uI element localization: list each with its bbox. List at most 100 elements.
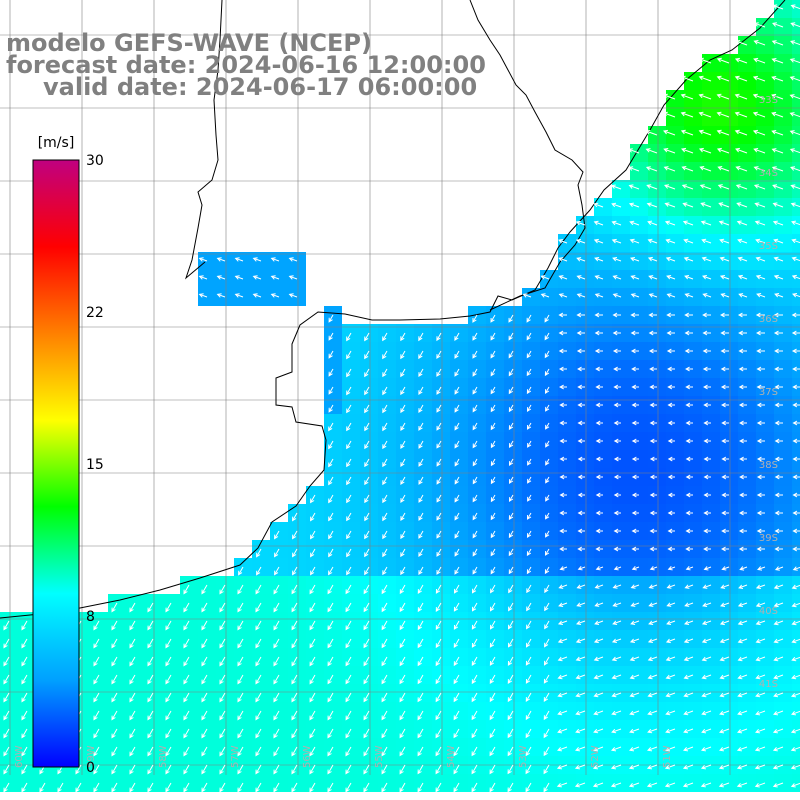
wind-arrow [738,546,747,552]
wind-arrow [417,746,424,757]
wind-arrow [631,510,639,516]
wind-arrow [701,746,712,752]
wind-arrow [773,274,784,280]
wind-arrow [3,764,10,775]
wind-arrow [309,656,316,667]
wind-arrow [703,402,711,408]
wind-arrow [756,510,765,516]
wind-arrow [667,492,675,498]
wind-arrow [773,710,784,716]
wind-arrow [559,420,567,426]
wind-arrow [111,692,118,703]
wind-arrow [327,746,334,757]
wind-arrow [774,456,783,462]
wind-arrow [577,420,585,426]
wind-arrow [698,93,712,100]
wind-arrow [756,330,765,336]
wind-arrow [685,384,693,390]
wind-arrow [111,638,118,649]
wind-arrow [417,584,424,595]
wind-cell [792,666,800,684]
wind-arrow [720,602,730,607]
wind-arrow [612,275,622,280]
wind-arrow [666,293,676,298]
wind-arrow [665,746,676,752]
wind-arrow [613,438,621,444]
wind-arrow [774,528,783,534]
wind-arrow [630,275,640,280]
wind-arrow [543,782,550,793]
wind-arrow [328,494,334,504]
wind-arrow [628,764,640,770]
wind-arrow [558,312,567,318]
wind-arrow [630,602,640,607]
wind-arrow [309,602,316,613]
wind-arrow [381,584,388,595]
wind-arrow [612,293,622,298]
wind-arrow [685,456,693,462]
wind-arrow [631,546,639,552]
wind-arrow [363,638,370,649]
wind-arrow [507,674,514,684]
wind-arrow [381,620,388,631]
wind-arrow [364,512,370,522]
wind-arrow [631,366,639,372]
wind-arrow [363,692,370,703]
wind-arrow [381,602,388,613]
wind-arrow [472,386,478,395]
wind-arrow [628,202,640,208]
wind-arrow [699,184,712,190]
wind-arrow [327,710,334,721]
wind-arrow [753,166,766,172]
wind-arrow [21,638,28,649]
wind-arrow [21,692,28,703]
wind-arrow [345,782,352,793]
wind-arrow [718,764,730,770]
wind-arrow [595,492,603,498]
wind-arrow [471,782,478,793]
wind-arrow [309,782,316,793]
wind-arrow [436,404,442,413]
wind-arrow [490,566,496,575]
lon-label: 58W [158,745,169,768]
wind-arrow [665,674,676,680]
wind-arrow [435,782,442,793]
wind-arrow [525,746,532,757]
wind-arrow [771,111,784,118]
wind-arrow [327,764,334,775]
wind-arrow [508,584,514,594]
wind-arrow [526,584,532,594]
wind-arrow [703,384,711,390]
wind-arrow [508,512,514,521]
wind-arrow [545,422,550,430]
wind-arrow [147,728,154,739]
wind-arrow [738,330,747,336]
wind-arrow [755,656,766,662]
wind-arrow [721,566,730,571]
wind-arrow [576,330,585,336]
wind-arrow [734,129,748,136]
wind-arrow [593,220,604,226]
wind-arrow [703,492,711,498]
wind-arrow [754,782,766,788]
wind-arrow [454,548,460,557]
wind-arrow [363,602,370,613]
wind-arrow [646,782,658,788]
wind-arrow [291,674,298,685]
wind-arrow [612,602,622,607]
wind-arrow [649,456,657,462]
wind-arrow [703,438,711,444]
wind-arrow [436,350,442,360]
wind-arrow [557,674,568,680]
wind-arrow [773,620,784,626]
wind-arrow [559,510,567,516]
wind-arrow [628,184,640,190]
wind-arrow [508,386,514,395]
wind-arrow [255,674,262,685]
wind-arrow [685,420,693,426]
wind-arrow [490,458,496,467]
wind-arrow [648,293,658,298]
wind-arrow [559,546,567,552]
wind-arrow [237,692,244,703]
wind-arrow [453,782,460,793]
